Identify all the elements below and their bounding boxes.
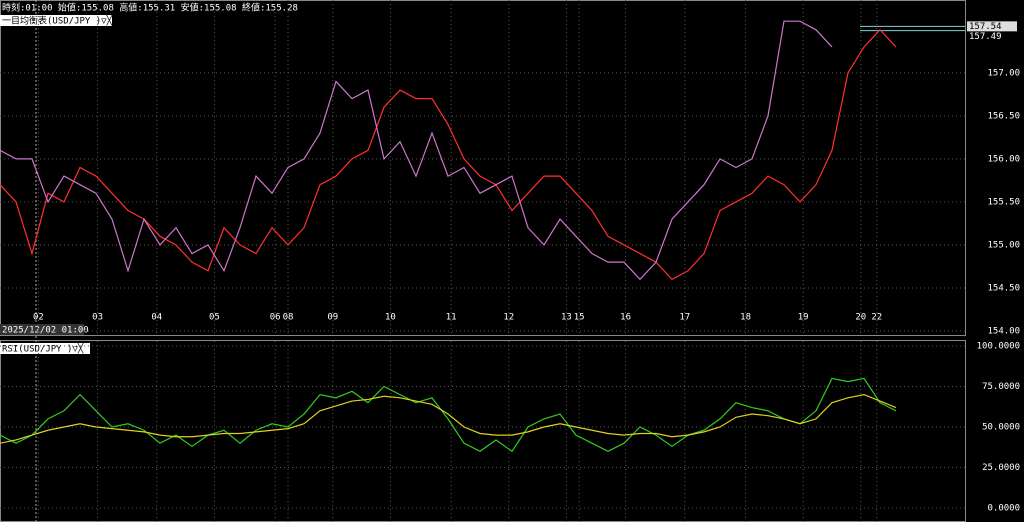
y-tick-label: 157.00 [987,68,1020,78]
series-line [0,28,897,281]
x-tick-label: 18 [740,313,751,323]
x-tick-label: 08 [283,313,294,323]
price-label-bg [967,21,1017,32]
x-tick-label: 05 [209,313,220,323]
y-tick-label: 50.0000 [982,423,1020,433]
x-tick-label: 11 [446,313,457,323]
series-line [0,393,897,444]
rsi-label-bg [0,343,90,354]
y-tick-label: 154.00 [987,327,1020,337]
x-tick-label: 17 [679,313,690,323]
y-tick-label: 155.00 [987,240,1020,250]
x-tick-label: 12 [503,313,514,323]
x-tick-label: 20 [855,313,866,323]
header: 時刻:01:00 始値:155.08 高値:155.31 安値:155.08 終… [2,2,298,14]
indicator-label-bg [0,15,112,26]
cursor-label-bg [0,324,84,335]
price-label: 157.49 [969,32,1002,42]
price-label-bg [967,31,1017,42]
x-tick-label: 15 [574,313,585,323]
y-tick-label: 100.0000 [977,342,1020,352]
y-tick-label: 25.0000 [982,463,1020,473]
series-line [0,20,833,281]
cursor-label: 2025/12/02 01:00 [2,326,89,336]
x-tick-label: 02 [33,313,44,323]
indicator-label: 一目均衡表(USD/JPY )▽╳ [2,15,113,27]
x-tick-label: 03 [92,313,103,323]
x-tick-label: 19 [798,313,809,323]
x-tick-label: 10 [385,313,396,323]
y-tick-label: 0.0000 [987,504,1020,514]
x-tick-label: 13 [561,313,572,323]
y-tick-label: 156.00 [987,154,1020,164]
x-tick-label: 04 [151,313,162,323]
x-tick-label: 22 [871,313,882,323]
x-tick-label: 16 [620,313,631,323]
y-tick-label: 156.50 [987,111,1020,121]
price-label: 157.54 [969,22,1002,32]
x-tick-label: 09 [327,313,338,323]
rsi-label: RSI(USD/JPY )▽╳ [2,343,84,355]
series-line [0,377,897,453]
y-tick-label: 75.0000 [982,382,1020,392]
y-tick-label: 155.50 [987,197,1020,207]
y-tick-label: 154.50 [987,283,1020,293]
x-tick-label: 06 [270,313,281,323]
main-panel-frame [0,0,966,336]
